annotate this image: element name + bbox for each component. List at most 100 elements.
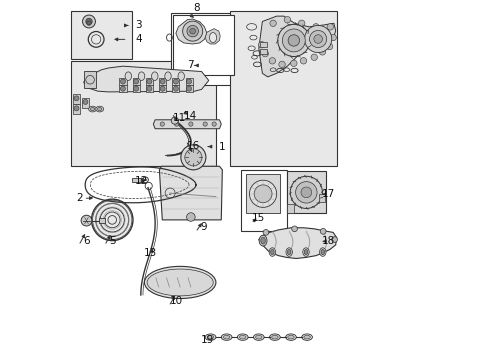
Circle shape: [319, 49, 325, 55]
Bar: [132, 78, 140, 85]
Bar: [73, 94, 80, 104]
Circle shape: [291, 226, 297, 232]
Ellipse shape: [144, 266, 216, 298]
Circle shape: [203, 122, 207, 126]
Circle shape: [173, 86, 178, 91]
Ellipse shape: [285, 248, 292, 256]
Ellipse shape: [270, 249, 274, 255]
Circle shape: [82, 15, 95, 28]
Circle shape: [300, 58, 306, 64]
Text: 6: 6: [83, 236, 90, 246]
Circle shape: [184, 149, 202, 166]
Circle shape: [284, 17, 290, 23]
Bar: [82, 98, 88, 108]
Bar: [71, 11, 132, 59]
Ellipse shape: [301, 334, 312, 340]
Circle shape: [81, 215, 92, 226]
Text: 14: 14: [183, 111, 196, 121]
Circle shape: [329, 34, 336, 41]
Ellipse shape: [221, 334, 231, 340]
Ellipse shape: [303, 336, 310, 339]
Text: 9: 9: [200, 222, 206, 233]
Bar: [132, 178, 142, 182]
Bar: [185, 78, 192, 85]
Polygon shape: [153, 120, 221, 129]
Circle shape: [290, 60, 296, 67]
Bar: [119, 85, 126, 92]
Bar: [172, 85, 179, 92]
Circle shape: [263, 230, 268, 235]
Circle shape: [83, 99, 88, 104]
Ellipse shape: [223, 336, 229, 339]
Circle shape: [146, 86, 152, 91]
Circle shape: [74, 96, 79, 101]
Bar: [83, 71, 96, 88]
Circle shape: [144, 179, 146, 181]
Circle shape: [326, 24, 333, 30]
Text: 13: 13: [143, 248, 157, 258]
Circle shape: [120, 79, 125, 84]
Circle shape: [309, 31, 326, 48]
Ellipse shape: [302, 248, 308, 256]
Ellipse shape: [287, 336, 294, 339]
Text: 15: 15: [252, 213, 265, 224]
Ellipse shape: [209, 32, 216, 42]
Polygon shape: [258, 16, 335, 77]
Ellipse shape: [88, 106, 96, 112]
Circle shape: [312, 24, 319, 30]
Bar: [159, 78, 166, 85]
Bar: [287, 204, 293, 213]
Circle shape: [325, 43, 332, 50]
Circle shape: [92, 200, 132, 239]
Circle shape: [278, 61, 285, 68]
Circle shape: [287, 35, 299, 46]
Circle shape: [120, 86, 125, 91]
Ellipse shape: [237, 334, 247, 340]
Circle shape: [301, 187, 311, 198]
Circle shape: [268, 58, 275, 64]
Bar: [246, 174, 280, 213]
Text: 8: 8: [193, 3, 199, 13]
Circle shape: [277, 24, 309, 57]
Bar: [145, 85, 153, 92]
Ellipse shape: [98, 107, 102, 111]
Ellipse shape: [147, 269, 213, 296]
Circle shape: [310, 54, 317, 60]
Ellipse shape: [271, 336, 278, 339]
Polygon shape: [176, 19, 206, 44]
Text: 17: 17: [321, 189, 334, 199]
Circle shape: [160, 79, 165, 84]
Bar: [173, 15, 233, 75]
Ellipse shape: [287, 249, 290, 255]
Bar: [73, 104, 80, 114]
Bar: [170, 13, 235, 85]
Circle shape: [295, 182, 316, 203]
Bar: [132, 85, 140, 92]
Circle shape: [186, 213, 195, 221]
Circle shape: [269, 20, 276, 27]
Circle shape: [183, 21, 202, 41]
Circle shape: [189, 28, 195, 34]
Ellipse shape: [260, 237, 265, 244]
Bar: [145, 78, 153, 85]
Circle shape: [320, 229, 325, 234]
Ellipse shape: [319, 248, 325, 256]
Bar: [286, 171, 325, 213]
Text: 3: 3: [135, 21, 142, 30]
Ellipse shape: [164, 72, 171, 81]
Circle shape: [249, 180, 276, 207]
Circle shape: [304, 26, 331, 53]
Circle shape: [258, 41, 264, 48]
Bar: [185, 85, 192, 92]
Circle shape: [160, 122, 164, 126]
Ellipse shape: [255, 336, 262, 339]
Text: 11: 11: [172, 113, 185, 123]
Bar: [159, 85, 166, 92]
Ellipse shape: [96, 106, 103, 112]
Circle shape: [133, 86, 139, 91]
Ellipse shape: [205, 334, 216, 340]
Circle shape: [290, 176, 322, 208]
Circle shape: [186, 86, 191, 91]
Circle shape: [331, 237, 337, 242]
Circle shape: [211, 122, 216, 126]
